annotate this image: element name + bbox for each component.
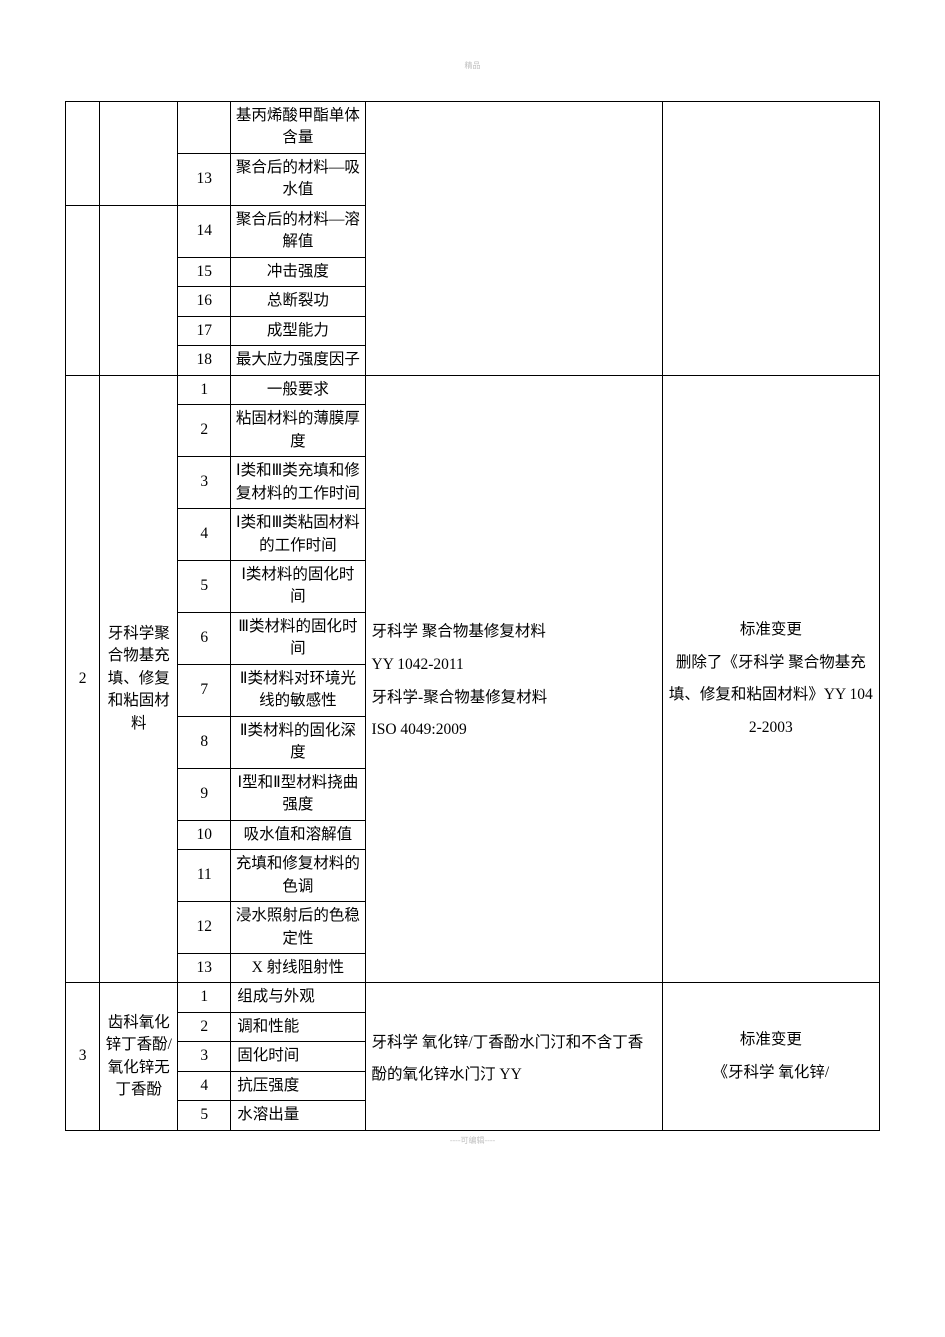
desc-cell: 水溶出量 xyxy=(231,1101,365,1130)
remark-cell: 标准变更删除了《牙科学 聚合物基充填、修复和粘固材料》YY 1042-2003 xyxy=(662,375,879,983)
num-cell: 17 xyxy=(178,316,231,345)
index-cell xyxy=(66,205,100,375)
desc-cell: 基丙烯酸甲酯单体含量 xyxy=(231,102,365,154)
desc-cell: 最大应力强度因子 xyxy=(231,346,365,375)
desc-cell: 一般要求 xyxy=(231,375,365,404)
num-cell: 2 xyxy=(178,405,231,457)
table-row: 3齿科氧化锌丁香酚/氧化锌无丁香酚1组成与外观牙科学 氧化锌/丁香酚水门汀和不含… xyxy=(66,983,880,1012)
document-page: 精品 基丙烯酸甲酯单体含量13聚合后的材料—吸水值14聚合后的材料—溶解值15冲… xyxy=(0,60,945,1146)
num-cell: 11 xyxy=(178,850,231,902)
num-cell: 13 xyxy=(178,954,231,983)
num-cell: 9 xyxy=(178,768,231,820)
num-cell: 10 xyxy=(178,820,231,849)
desc-cell: 冲击强度 xyxy=(231,257,365,286)
desc-cell: Ⅱ类材料的固化深度 xyxy=(231,716,365,768)
remark-cell: 标准变更《牙科学 氧化锌/ xyxy=(662,983,879,1130)
standards-cell xyxy=(365,102,662,376)
num-cell: 4 xyxy=(178,1071,231,1100)
standards-cell: 牙科学 氧化锌/丁香酚水门汀和不含丁香酚的氧化锌水门汀 YY xyxy=(365,983,662,1130)
desc-cell: X 射线阻射性 xyxy=(231,954,365,983)
desc-cell: 调和性能 xyxy=(231,1012,365,1041)
num-cell: 13 xyxy=(178,153,231,205)
num-cell: 14 xyxy=(178,205,231,257)
name-cell xyxy=(100,102,178,206)
desc-cell: 总断裂功 xyxy=(231,287,365,316)
table-row: 2牙科学聚合物基充填、修复和粘固材料1一般要求牙科学 聚合物基修复材料YY 10… xyxy=(66,375,880,404)
standards-table: 基丙烯酸甲酯单体含量13聚合后的材料—吸水值14聚合后的材料—溶解值15冲击强度… xyxy=(65,101,880,1131)
watermark-bottom: ----可编辑---- xyxy=(65,1135,880,1146)
desc-cell: 组成与外观 xyxy=(231,983,365,1012)
desc-cell: Ⅲ类材料的固化时间 xyxy=(231,612,365,664)
desc-cell: 聚合后的材料—吸水值 xyxy=(231,153,365,205)
name-cell: 牙科学聚合物基充填、修复和粘固材料 xyxy=(100,375,178,983)
index-cell: 2 xyxy=(66,375,100,983)
desc-cell: 浸水照射后的色稳定性 xyxy=(231,902,365,954)
num-cell: 15 xyxy=(178,257,231,286)
num-cell: 2 xyxy=(178,1012,231,1041)
num-cell: 6 xyxy=(178,612,231,664)
num-cell xyxy=(178,102,231,154)
desc-cell: 固化时间 xyxy=(231,1042,365,1071)
num-cell: 1 xyxy=(178,375,231,404)
num-cell: 4 xyxy=(178,509,231,561)
standards-cell: 牙科学 聚合物基修复材料YY 1042-2011牙科学-聚合物基修复材料ISO … xyxy=(365,375,662,983)
num-cell: 5 xyxy=(178,1101,231,1130)
desc-cell: Ⅰ类和Ⅲ类充填和修复材料的工作时间 xyxy=(231,457,365,509)
desc-cell: 聚合后的材料—溶解值 xyxy=(231,205,365,257)
desc-cell: 吸水值和溶解值 xyxy=(231,820,365,849)
desc-cell: 充填和修复材料的色调 xyxy=(231,850,365,902)
index-cell: 3 xyxy=(66,983,100,1130)
desc-cell: 成型能力 xyxy=(231,316,365,345)
desc-cell: 抗压强度 xyxy=(231,1071,365,1100)
num-cell: 5 xyxy=(178,560,231,612)
num-cell: 8 xyxy=(178,716,231,768)
remark-cell xyxy=(662,102,879,376)
name-cell: 齿科氧化锌丁香酚/氧化锌无丁香酚 xyxy=(100,983,178,1130)
num-cell: 12 xyxy=(178,902,231,954)
name-cell xyxy=(100,205,178,375)
num-cell: 18 xyxy=(178,346,231,375)
table-body: 基丙烯酸甲酯单体含量13聚合后的材料—吸水值14聚合后的材料—溶解值15冲击强度… xyxy=(66,102,880,1131)
desc-cell: Ⅰ型和Ⅱ型材料挠曲强度 xyxy=(231,768,365,820)
watermark-top: 精品 xyxy=(65,60,880,71)
desc-cell: Ⅰ类和Ⅲ类粘固材料的工作时间 xyxy=(231,509,365,561)
num-cell: 7 xyxy=(178,664,231,716)
num-cell: 16 xyxy=(178,287,231,316)
num-cell: 1 xyxy=(178,983,231,1012)
index-cell xyxy=(66,102,100,206)
table-row: 基丙烯酸甲酯单体含量 xyxy=(66,102,880,154)
num-cell: 3 xyxy=(178,1042,231,1071)
desc-cell: Ⅰ类材料的固化时间 xyxy=(231,560,365,612)
desc-cell: 粘固材料的薄膜厚度 xyxy=(231,405,365,457)
num-cell: 3 xyxy=(178,457,231,509)
desc-cell: Ⅱ类材料对环境光线的敏感性 xyxy=(231,664,365,716)
